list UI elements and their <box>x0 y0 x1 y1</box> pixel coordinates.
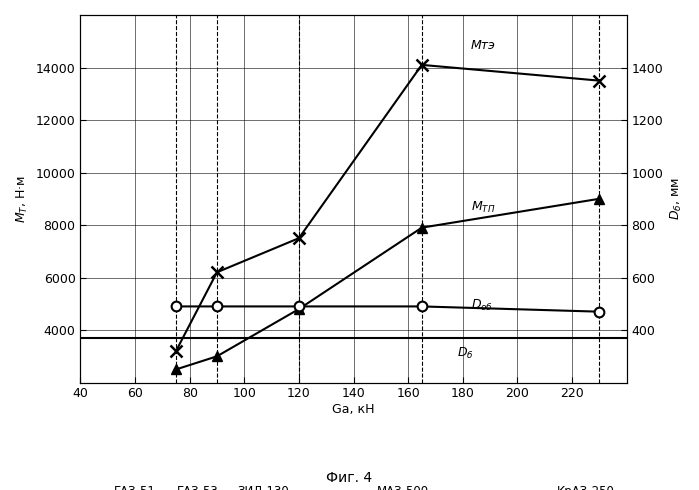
Text: КрАЗ-250: КрАЗ-250 <box>556 486 614 490</box>
Text: ГАЗ-51: ГАЗ-51 <box>114 486 156 490</box>
Text: ЗИЛ-130: ЗИЛ-130 <box>238 486 289 490</box>
Text: $D_б$: $D_б$ <box>457 346 474 361</box>
Y-axis label: $M_T$, Н·м: $M_T$, Н·м <box>15 175 30 223</box>
Text: ГАЗ-53: ГАЗ-53 <box>177 486 219 490</box>
Text: Мтэ: Мтэ <box>471 39 496 52</box>
Y-axis label: $D_б$, мм: $D_б$, мм <box>669 177 684 220</box>
Text: МАЗ-500: МАЗ-500 <box>377 486 428 490</box>
Text: $D_{об}$: $D_{об}$ <box>471 298 493 313</box>
X-axis label: Ga, кН: Ga, кН <box>332 403 375 416</box>
Text: $M_{ТП}$: $M_{ТП}$ <box>471 199 496 215</box>
Text: Фиг. 4: Фиг. 4 <box>326 471 373 485</box>
